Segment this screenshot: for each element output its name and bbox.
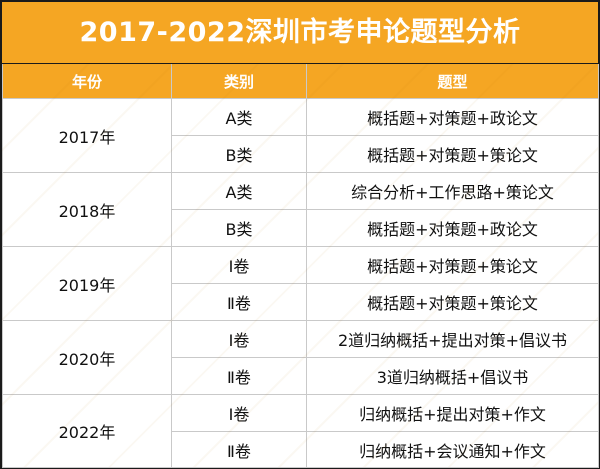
year-cell: 2018年 <box>2 172 172 247</box>
table-row: 2017年 A类 概括题+对策题+政论文 <box>2 98 599 173</box>
category-cell: Ⅰ卷 <box>171 394 307 432</box>
category-cell: Ⅱ卷 <box>171 283 307 321</box>
table-row: 2020年 Ⅰ卷 2道归纳概括+提出对策+倡议书 <box>2 320 599 395</box>
table-row: B类 概括题+对策题+策论文 <box>3 135 599 173</box>
question-type-table: 年份 类别 题型 2017年 A类 概括题+对策题+政论文 B类 概括题+对策题… <box>2 64 599 468</box>
page-title: 2017-2022深圳市考申论题型分析 <box>2 2 598 64</box>
year-cell: 2017年 <box>2 98 172 173</box>
table-row: 2022年 Ⅰ卷 归纳概括+提出对策+作文 <box>2 394 599 468</box>
table-row: 2019年 Ⅰ卷 概括题+对策题+策论文 <box>2 246 599 321</box>
category-cell: Ⅰ卷 <box>171 320 307 358</box>
table-row: Ⅱ卷 3道归纳概括+倡议书 <box>3 357 599 395</box>
category-cell: B类 <box>171 209 307 247</box>
category-cell: Ⅰ卷 <box>171 246 307 284</box>
question-type-cell: 概括题+对策题+政论文 <box>306 98 599 136</box>
year-cell: 2020年 <box>2 320 172 395</box>
header-category: 类别 <box>171 64 307 99</box>
category-cell: A类 <box>171 98 307 136</box>
year-cell: 2019年 <box>2 246 172 321</box>
category-cell: A类 <box>171 172 307 210</box>
table-row: 2018年 A类 综合分析+工作思路+策论文 <box>2 172 599 247</box>
table-header-row: 年份 类别 题型 <box>2 64 599 99</box>
category-cell: Ⅱ卷 <box>171 357 307 395</box>
header-year: 年份 <box>2 64 172 99</box>
question-type-cell: 综合分析+工作思路+策论文 <box>306 172 599 210</box>
question-type-cell: 2道归纳概括+提出对策+倡议书 <box>306 320 599 358</box>
category-cell: B类 <box>171 135 307 173</box>
question-type-cell: 概括题+对策题+政论文 <box>306 209 599 247</box>
table-row: Ⅱ卷 归纳概括+会议通知+作文 <box>3 431 599 468</box>
question-type-cell: 概括题+对策题+策论文 <box>306 283 599 321</box>
question-type-cell: 概括题+对策题+策论文 <box>306 135 599 173</box>
question-type-cell: 概括题+对策题+策论文 <box>306 246 599 284</box>
table-row: Ⅱ卷 概括题+对策题+策论文 <box>3 283 599 321</box>
table-row: B类 概括题+对策题+政论文 <box>3 209 599 247</box>
category-cell: Ⅱ卷 <box>171 431 307 468</box>
header-question-type: 题型 <box>306 64 599 99</box>
question-type-cell: 归纳概括+提出对策+作文 <box>306 394 599 432</box>
year-cell: 2022年 <box>2 394 172 468</box>
question-type-cell: 归纳概括+会议通知+作文 <box>306 431 599 468</box>
question-type-cell: 3道归纳概括+倡议书 <box>306 357 599 395</box>
